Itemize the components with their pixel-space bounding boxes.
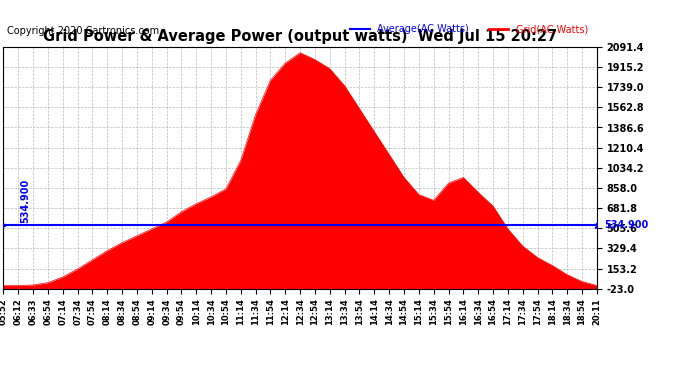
Text: 534.900: 534.900	[21, 178, 30, 223]
Title: Grid Power & Average Power (output watts)  Wed Jul 15 20:27: Grid Power & Average Power (output watts…	[43, 29, 558, 44]
Text: Copyright 2020 Cartronics.com: Copyright 2020 Cartronics.com	[7, 26, 159, 36]
Text: 534.900: 534.900	[604, 220, 649, 230]
Legend: Average(AC Watts), Grid(AC Watts): Average(AC Watts), Grid(AC Watts)	[346, 20, 592, 38]
